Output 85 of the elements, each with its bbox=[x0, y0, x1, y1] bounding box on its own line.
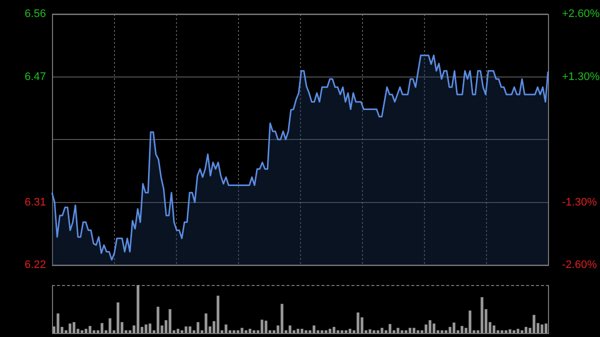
bar bbox=[516, 328, 520, 333]
bar bbox=[340, 330, 344, 333]
bar bbox=[412, 328, 416, 333]
bar bbox=[136, 285, 140, 333]
bar bbox=[68, 324, 72, 333]
bar bbox=[408, 328, 412, 333]
bar bbox=[400, 330, 404, 333]
bar bbox=[492, 325, 496, 333]
bar bbox=[288, 325, 292, 333]
bar bbox=[180, 330, 184, 333]
y-tick-label: 6.22 bbox=[24, 259, 46, 272]
bar bbox=[92, 330, 96, 333]
bar bbox=[204, 313, 208, 333]
bar bbox=[468, 310, 472, 333]
bar bbox=[532, 314, 536, 333]
bar bbox=[324, 330, 328, 333]
bar bbox=[196, 322, 200, 333]
bar bbox=[328, 328, 332, 333]
bar bbox=[56, 313, 60, 333]
bar bbox=[544, 324, 548, 333]
bar bbox=[168, 309, 172, 333]
bar bbox=[280, 304, 284, 333]
bar bbox=[260, 320, 264, 333]
bar bbox=[500, 330, 504, 333]
bar bbox=[460, 326, 464, 333]
bar bbox=[372, 330, 376, 333]
bar bbox=[188, 326, 192, 333]
bar bbox=[336, 330, 340, 333]
bar bbox=[356, 312, 360, 333]
bar bbox=[156, 306, 160, 333]
bar bbox=[84, 328, 88, 333]
bar bbox=[380, 328, 384, 333]
bar bbox=[388, 324, 392, 333]
bar bbox=[344, 330, 348, 333]
bar bbox=[80, 330, 84, 333]
y2-tick-label: +2.60% bbox=[562, 8, 600, 20]
bar bbox=[540, 324, 544, 333]
bar bbox=[428, 320, 432, 333]
bar bbox=[248, 328, 252, 333]
bar bbox=[416, 330, 420, 333]
bar bbox=[376, 330, 380, 333]
bar bbox=[240, 328, 244, 333]
bar bbox=[148, 324, 152, 333]
bar bbox=[348, 328, 352, 333]
bar bbox=[312, 325, 316, 333]
bar bbox=[508, 329, 512, 333]
bar bbox=[480, 297, 484, 333]
bar bbox=[452, 322, 456, 333]
bar bbox=[520, 330, 524, 333]
bar bbox=[244, 330, 248, 333]
bar bbox=[404, 330, 408, 333]
y-tick-label: 6.47 bbox=[24, 70, 46, 83]
bar bbox=[296, 328, 300, 333]
bar bbox=[184, 326, 188, 333]
bar bbox=[176, 328, 180, 333]
bar bbox=[116, 302, 120, 333]
bar bbox=[524, 326, 528, 333]
y2-tick-label: +1.30% bbox=[562, 70, 600, 83]
y2-tick-label: -1.30% bbox=[562, 196, 598, 208]
bar bbox=[72, 322, 76, 333]
bar bbox=[304, 330, 308, 333]
bar bbox=[216, 296, 220, 333]
bar bbox=[300, 328, 304, 333]
bar bbox=[444, 330, 448, 333]
y-tick-label: 6.56 bbox=[24, 8, 46, 20]
bar bbox=[332, 326, 336, 333]
bar bbox=[264, 320, 268, 333]
bar bbox=[448, 326, 452, 333]
bar bbox=[236, 330, 240, 333]
bar bbox=[320, 330, 324, 333]
bar bbox=[368, 329, 372, 333]
bar bbox=[108, 318, 112, 333]
bar bbox=[252, 330, 256, 333]
bar bbox=[440, 330, 444, 333]
bar bbox=[88, 326, 92, 333]
bar bbox=[432, 324, 436, 333]
bar bbox=[144, 324, 148, 333]
bar bbox=[512, 330, 516, 333]
bar bbox=[504, 330, 508, 333]
bar bbox=[396, 328, 400, 333]
bar bbox=[224, 324, 228, 333]
bar bbox=[232, 330, 236, 333]
y-tick-label: 6.31 bbox=[24, 196, 46, 208]
y2-tick-label: -2.60% bbox=[562, 259, 598, 272]
bar bbox=[100, 323, 104, 333]
